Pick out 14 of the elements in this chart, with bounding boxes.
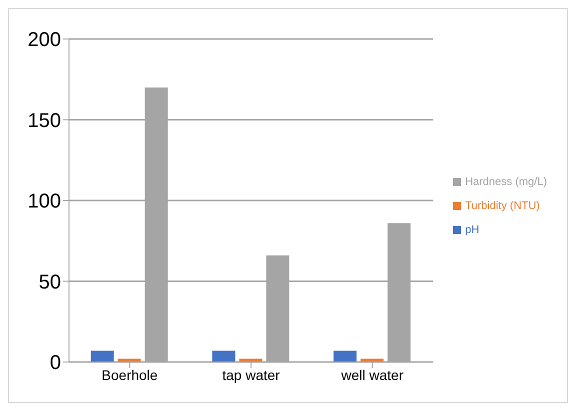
y-tick-label: 100	[28, 190, 61, 213]
y-tick-label: 200	[28, 29, 61, 52]
y-tick-label: 0	[50, 352, 61, 374]
legend-label: Hardness (mg/L)	[465, 176, 547, 188]
bar	[90, 350, 114, 362]
bar	[212, 350, 236, 362]
legend-label: pH	[465, 224, 480, 236]
y-tick-label: 50	[38, 271, 61, 294]
x-tick-label: well water	[340, 366, 404, 383]
y-tick-label: 150	[28, 110, 61, 132]
x-tick-label: tap water	[222, 366, 280, 383]
bar	[334, 350, 357, 362]
legend-label: Turbidity (NTU)	[465, 200, 540, 212]
x-tick-label: Boerhole	[102, 366, 158, 383]
